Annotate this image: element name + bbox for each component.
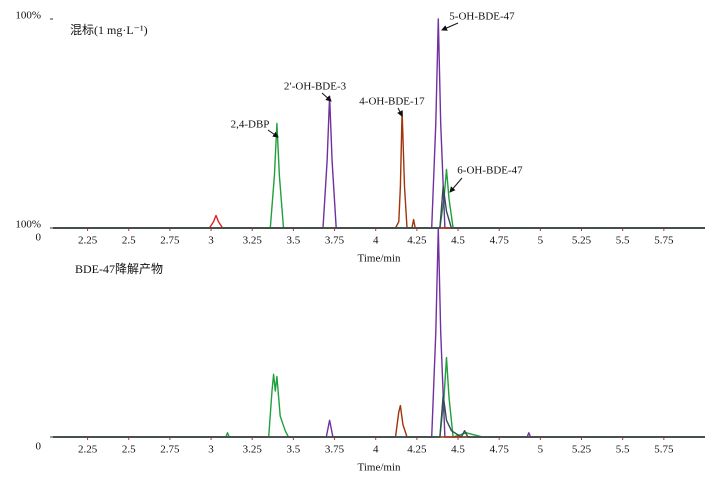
x-tick-label: 3 (208, 235, 214, 247)
x-tick-label: 4.25 (407, 235, 427, 247)
trace (53, 214, 705, 229)
trace (53, 227, 705, 438)
x-tick-label: 4 (373, 444, 379, 456)
annotation-arrow (449, 177, 463, 193)
y-tick-label: 100% (15, 10, 41, 22)
trace (53, 110, 705, 229)
x-tick-label: 4.5 (451, 444, 465, 456)
trace (53, 122, 705, 229)
x-axis-label: Time/min (358, 462, 401, 474)
x-tick-label: 2.75 (160, 235, 180, 247)
trace (53, 404, 705, 438)
annotation-arrow (397, 107, 403, 117)
x-tick-label: 5.5 (616, 235, 630, 247)
y-tick-label: 0 (36, 232, 42, 244)
panel-title: 混标(1 mg·L⁻¹) (70, 23, 148, 37)
x-tick-label: 5.25 (572, 235, 592, 247)
peak-annotation: 5-OH-BDE-47 (449, 11, 515, 23)
x-tick-label: 5.75 (654, 444, 674, 456)
x-tick-label: 2.25 (78, 444, 98, 456)
peak-annotation: 2′-OH-BDE-3 (284, 81, 347, 93)
x-tick-label: 2.5 (122, 444, 136, 456)
x-tick-label: 3.5 (287, 444, 301, 456)
x-tick-label: 5.25 (572, 444, 592, 456)
x-tick-label: 4 (373, 235, 379, 247)
x-tick-label: 5 (538, 444, 544, 456)
x-tick-label: 2.5 (122, 235, 136, 247)
x-tick-label: 3.75 (325, 235, 345, 247)
x-tick-label: 2.75 (160, 444, 180, 456)
annotation-arrow (441, 22, 459, 31)
x-tick-label: 3.25 (243, 235, 263, 247)
y-tick-label: 0 (36, 441, 42, 453)
x-tick-label: 5 (538, 235, 544, 247)
annotation-arrow (321, 92, 332, 102)
x-tick-label: 4.75 (490, 235, 510, 247)
x-tick-label: 3 (208, 444, 214, 456)
trace (53, 18, 705, 229)
x-tick-label: 4.75 (490, 444, 510, 456)
x-tick-label: 3.25 (243, 444, 263, 456)
x-tick-label: 2.25 (78, 235, 98, 247)
y-tick-label: 100% (15, 219, 41, 231)
peak-annotation: 2,4-DBP (231, 119, 270, 131)
annotation-arrow (267, 129, 279, 138)
x-tick-label: 5.5 (616, 444, 630, 456)
x-tick-label: 4.5 (451, 235, 465, 247)
x-tick-label: 3.75 (325, 444, 345, 456)
peak-annotation: 4-OH-BDE-17 (359, 96, 425, 108)
peak-annotation: 6-OH-BDE-47 (457, 165, 523, 177)
x-tick-label: 3.5 (287, 235, 301, 247)
x-tick-label: 4.25 (407, 444, 427, 456)
panel-title: BDE-47降解产物 (75, 262, 163, 276)
x-tick-label: 5.75 (654, 235, 674, 247)
trace (53, 356, 705, 438)
trace (53, 394, 705, 438)
trace (53, 185, 705, 229)
x-axis-label: Time/min (358, 253, 401, 265)
